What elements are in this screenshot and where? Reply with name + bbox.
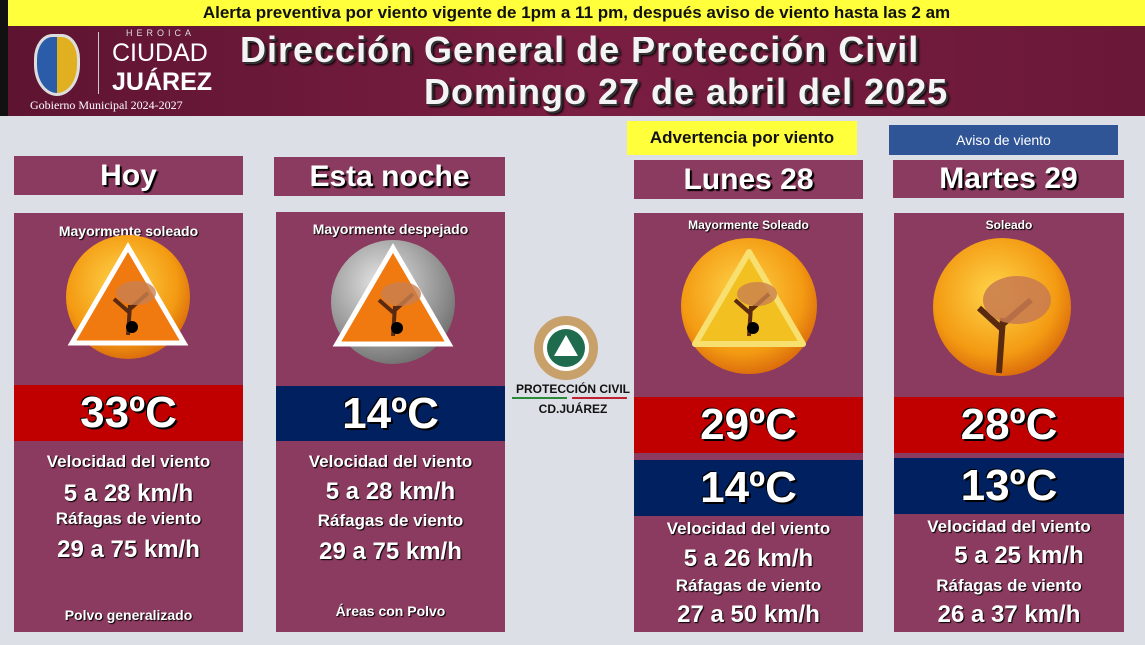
note: Polvo generalizado (64, 607, 193, 623)
gust-speed: 29 a 75 km/h (57, 536, 200, 563)
sun-wind-warning-icon (66, 235, 190, 359)
divider (512, 397, 567, 399)
wind-speed: 5 a 26 km/h (683, 545, 814, 572)
logo-name: PROTECCIÓN CIVIL (515, 382, 630, 396)
card-title: Lunes 28 (634, 160, 863, 199)
notice-badge: Aviso de viento (889, 125, 1118, 155)
wind-label: Velocidad del viento (308, 452, 473, 471)
divider (98, 32, 99, 94)
temperature-max: 33ºC (14, 385, 243, 441)
logo-gobierno: Gobierno Municipal 2024-2027 (30, 98, 183, 112)
proteccion-civil-logo (534, 316, 598, 380)
wind-label: Velocidad del viento (927, 517, 1091, 536)
gust-label: Ráfagas de viento (675, 576, 822, 595)
gust-speed: 27 a 50 km/h (677, 601, 820, 628)
temperature-max: 29ºC (634, 397, 863, 453)
condition: Mayormente Soleado (688, 218, 809, 232)
warning-badge: Advertencia por viento (627, 121, 857, 155)
wind-label: Velocidad del viento (666, 519, 831, 538)
gust-label: Ráfagas de viento (936, 576, 1082, 595)
wind-speed: 5 a 25 km/h (954, 542, 1084, 569)
moon-wind-warning-icon (331, 240, 455, 364)
page-title: Dirección General de Protección Civil (240, 29, 920, 70)
logo-juarez: JUÁREZ (112, 68, 213, 96)
card-title: Esta noche (274, 157, 505, 196)
divider (572, 397, 627, 399)
logo-heroica: HEROICA (126, 28, 196, 38)
logo-ciudad: CIUDAD (112, 39, 208, 67)
header: HEROICA CIUDAD JUÁREZ Gobierno Municipal… (0, 26, 1145, 116)
coat-of-arms-logo (34, 34, 80, 96)
temperature-min: 13ºC (894, 458, 1124, 514)
alert-banner: Alerta preventiva por viento vigente de … (0, 0, 1145, 26)
wind-speed: 5 a 28 km/h (63, 480, 194, 507)
card-title: Martes 29 (893, 160, 1124, 198)
gust-speed: 26 a 37 km/h (937, 601, 1081, 628)
logo-city: CD.JUÁREZ (538, 402, 608, 416)
condition: Soleado (985, 218, 1033, 232)
condition: Mayormente despejado (312, 221, 469, 237)
note: Áreas con Polvo (335, 603, 446, 619)
temperature-min: 14ºC (634, 460, 863, 516)
card-title: Hoy (14, 156, 243, 195)
sun-wind-warning-icon (681, 238, 817, 374)
wind-label: Velocidad del viento (46, 452, 211, 471)
gust-label: Ráfagas de viento (317, 511, 464, 530)
condition: Mayormente soleado (58, 223, 199, 239)
sun-wind-icon (933, 238, 1071, 376)
temperature-max: 28ºC (894, 397, 1124, 453)
temperature-min: 14ºC (276, 386, 505, 441)
gust-label: Ráfagas de viento (55, 509, 202, 528)
wind-speed: 5 a 28 km/h (325, 478, 456, 505)
page-date: Domingo 27 de abril del 2025 (424, 71, 949, 112)
gust-speed: 29 a 75 km/h (319, 538, 462, 565)
